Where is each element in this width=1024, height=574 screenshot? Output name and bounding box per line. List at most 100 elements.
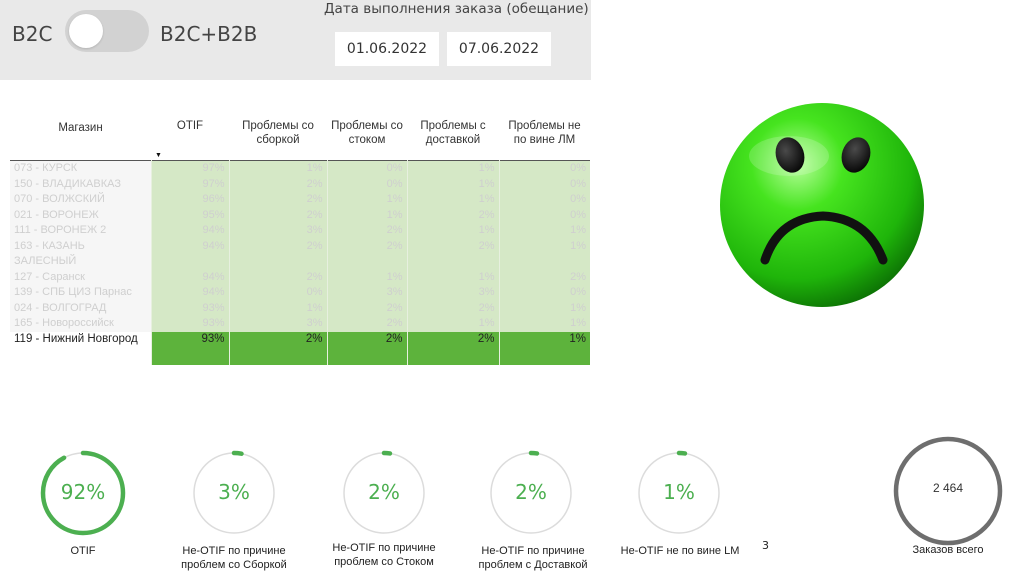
sort-desc-icon[interactable]: ▼ [155, 152, 162, 159]
table-row[interactable]: 127 - Саранск 94% 2% 1% 1% 2% [10, 269, 590, 285]
not_lm-cell: 1% [498, 238, 590, 270]
not_lm-cell: 2% [498, 269, 590, 285]
otif-cell: 94% [150, 238, 229, 270]
col-header-assembly[interactable]: Проблемы со сборкой [242, 120, 314, 146]
table-row[interactable]: 070 - ВОЛЖСКИЙ 96% 2% 1% 1% 0% [10, 192, 590, 208]
col-header-delivery[interactable]: Проблемы с доставкой [420, 120, 486, 146]
otif-cell: 94% [150, 285, 229, 301]
col-header-not-lm[interactable]: Проблемы не по вине ЛМ [508, 120, 581, 146]
not_lm-cell: 1% [498, 331, 590, 365]
stock-cell: 2% [326, 238, 407, 270]
table-row[interactable]: 163 - КАЗАНЬ ЗАЛЕСНЫЙ 94% 2% 2% 2% 1% [10, 238, 590, 270]
otif-cell: 94% [150, 223, 229, 239]
store-name-cell: 021 - ВОРОНЕЖ [10, 207, 151, 223]
kpi-label: Не-OTIF не по вине LM [620, 545, 740, 557]
col-header-otif[interactable]: OTIF ▼ [151, 113, 229, 161]
otif-cell: 95% [150, 207, 229, 223]
delivery-cell: 2% [406, 300, 499, 316]
sad-smiley-icon [720, 103, 924, 307]
col-header-otif-label: OTIF [176, 120, 204, 132]
assembly-cell: 3% [228, 316, 327, 332]
assembly-cell: 2% [228, 238, 327, 270]
table-row[interactable]: 111 - ВОРОНЕЖ 2 94% 3% 2% 1% 1% [10, 223, 590, 239]
stock-cell: 3% [326, 285, 407, 301]
assembly-cell: 2% [228, 269, 327, 285]
store-name-cell: 127 - Саранск [10, 269, 151, 285]
kpi-label: Не-OTIF по причине проблем с Доставкой [478, 545, 588, 571]
store-name-cell: 163 - КАЗАНЬ ЗАЛЕСНЫЙ [10, 238, 151, 270]
orders-total-card: 2 464 [893, 436, 1003, 546]
otif-cell: 94% [150, 269, 229, 285]
kpi-card: 1% [636, 450, 722, 536]
delivery-cell: 1% [406, 223, 499, 239]
stock-cell: 1% [326, 207, 407, 223]
delivery-cell: 1% [406, 269, 499, 285]
stock-cell: 0% [326, 160, 407, 177]
kpi-label: Не-OTIF по причине проблем со Сборкой [181, 545, 287, 571]
delivery-cell: 2% [406, 207, 499, 223]
orders-total-label: Заказов всего [912, 544, 984, 556]
delivery-cell: 1% [406, 160, 499, 177]
store-name-cell: 165 - Новороссийск [10, 316, 151, 332]
delivery-cell: 1% [406, 192, 499, 208]
assembly-cell: 2% [228, 176, 327, 192]
table-row[interactable]: 165 - Новороссийск 93% 3% 2% 1% 1% [10, 316, 590, 332]
delivery-cell: 1% [406, 316, 499, 332]
store-name-cell: 150 - ВЛАДИКАВКАЗ [10, 176, 151, 192]
kpi-value: 2% [515, 480, 547, 504]
stock-cell: 2% [326, 223, 407, 239]
date-to-field[interactable]: 07.06.2022 [447, 32, 551, 66]
otif-cell: 93% [150, 316, 229, 332]
col-header-store[interactable]: Магазин [58, 122, 103, 134]
assembly-cell: 1% [228, 160, 327, 177]
table-row[interactable]: 139 - СПБ ЦИЗ Парнас 94% 0% 3% 3% 0% [10, 285, 590, 301]
toggle-knob[interactable] [69, 14, 103, 48]
assembly-cell: 2% [228, 331, 327, 365]
not_lm-cell: 0% [498, 192, 590, 208]
table-row-selected[interactable]: 119 - Нижний Новгород 93% 2% 2% 2% 1% [10, 331, 590, 365]
otif-cell: 96% [150, 192, 229, 208]
table-row[interactable]: 073 - КУРСК 97% 1% 0% 1% 0% [10, 160, 590, 177]
b2c-b2b-toggle[interactable] [65, 10, 149, 52]
stock-cell: 2% [326, 300, 407, 316]
store-name-cell: 111 - ВОРОНЕЖ 2 [10, 223, 151, 239]
delivery-cell: 2% [406, 238, 499, 270]
col-header-stock[interactable]: Проблемы со стоком [331, 120, 403, 146]
store-name-cell: 139 - СПБ ЦИЗ Парнас [10, 285, 151, 301]
date-from-field[interactable]: 01.06.2022 [335, 32, 439, 66]
store-name-cell: 119 - Нижний Новгород [10, 331, 151, 365]
b2c-b2b-label: B2C+B2B [160, 22, 258, 46]
assembly-cell: 0% [228, 285, 327, 301]
not_lm-cell: 0% [498, 160, 590, 177]
kpi-ring-icon [40, 450, 126, 536]
delivery-cell: 3% [406, 285, 499, 301]
kpi-card: 2% [488, 450, 574, 536]
stock-cell: 2% [326, 316, 407, 332]
assembly-cell: 3% [228, 223, 327, 239]
orders-total-value: 2 464 [932, 481, 964, 495]
kpi-label: Не-OTIF по причине проблем со Стоком [332, 542, 436, 568]
not_lm-cell: 1% [498, 316, 590, 332]
page-number: 3 [762, 539, 769, 552]
assembly-cell: 2% [228, 192, 327, 208]
stock-cell: 1% [326, 192, 407, 208]
table-row[interactable]: 021 - ВОРОНЕЖ 95% 2% 1% 2% 0% [10, 207, 590, 223]
not_lm-cell: 0% [498, 207, 590, 223]
store-otif-table: Магазин OTIF ▼ Проблемы со сборкой Пробле… [10, 113, 590, 365]
kpi-value: 3% [218, 480, 250, 504]
stock-cell: 2% [326, 331, 407, 365]
delivery-cell: 2% [406, 331, 499, 365]
table-row[interactable]: 150 - ВЛАДИКАВКАЗ 97% 2% 0% 1% 0% [10, 176, 590, 192]
kpi-card: 92% [40, 450, 126, 536]
kpi-ring-icon [636, 450, 722, 536]
kpi-label: OTIF [70, 545, 96, 557]
kpi-ring-icon [191, 450, 277, 536]
not_lm-cell: 0% [498, 285, 590, 301]
stock-cell: 0% [326, 176, 407, 192]
date-filter-title: Дата выполнения заказа (обещание) [324, 1, 589, 17]
kpi-card: 3% [191, 450, 277, 536]
table-row[interactable]: 024 - ВОЛГОГРАД 93% 1% 2% 2% 1% [10, 300, 590, 316]
otif-cell: 97% [150, 160, 229, 177]
store-name-cell: 073 - КУРСК [10, 160, 151, 177]
not_lm-cell: 1% [498, 300, 590, 316]
